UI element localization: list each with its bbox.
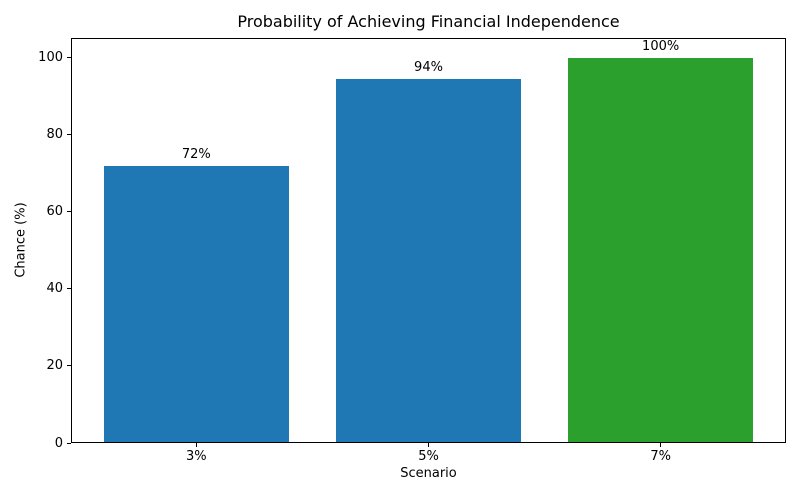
y-tick-label: 40 — [46, 281, 63, 297]
bar — [335, 79, 522, 443]
bar-value-label: 100% — [642, 39, 680, 55]
x-axis-label: Scenario — [400, 466, 457, 481]
x-tick-mark — [660, 443, 662, 447]
y-tick-label: 80 — [46, 126, 63, 142]
bar-value-label: 94% — [414, 60, 443, 76]
bar-value-label: 72% — [181, 147, 211, 163]
y-tick-mark — [67, 365, 71, 367]
y-tick-mark — [67, 442, 71, 444]
y-tick-label: 20 — [46, 358, 63, 374]
bar — [567, 58, 754, 443]
y-tick-mark — [67, 288, 71, 290]
chart-title: Probability of Achieving Financial Indep… — [237, 12, 620, 31]
y-tick-label: 0 — [54, 435, 63, 451]
plot-area — [71, 38, 786, 443]
y-tick-mark — [67, 133, 71, 135]
y-tick-mark — [67, 56, 71, 58]
x-tick-label: 3% — [186, 449, 207, 464]
bar — [103, 166, 290, 443]
y-tick-label: 100 — [38, 49, 63, 65]
x-tick-label: 5% — [418, 449, 439, 464]
x-tick-mark — [428, 443, 429, 447]
x-tick-mark — [195, 443, 197, 447]
x-tick-label: 7% — [650, 449, 671, 464]
y-tick-label: 60 — [46, 204, 63, 220]
y-tick-mark — [67, 211, 71, 213]
